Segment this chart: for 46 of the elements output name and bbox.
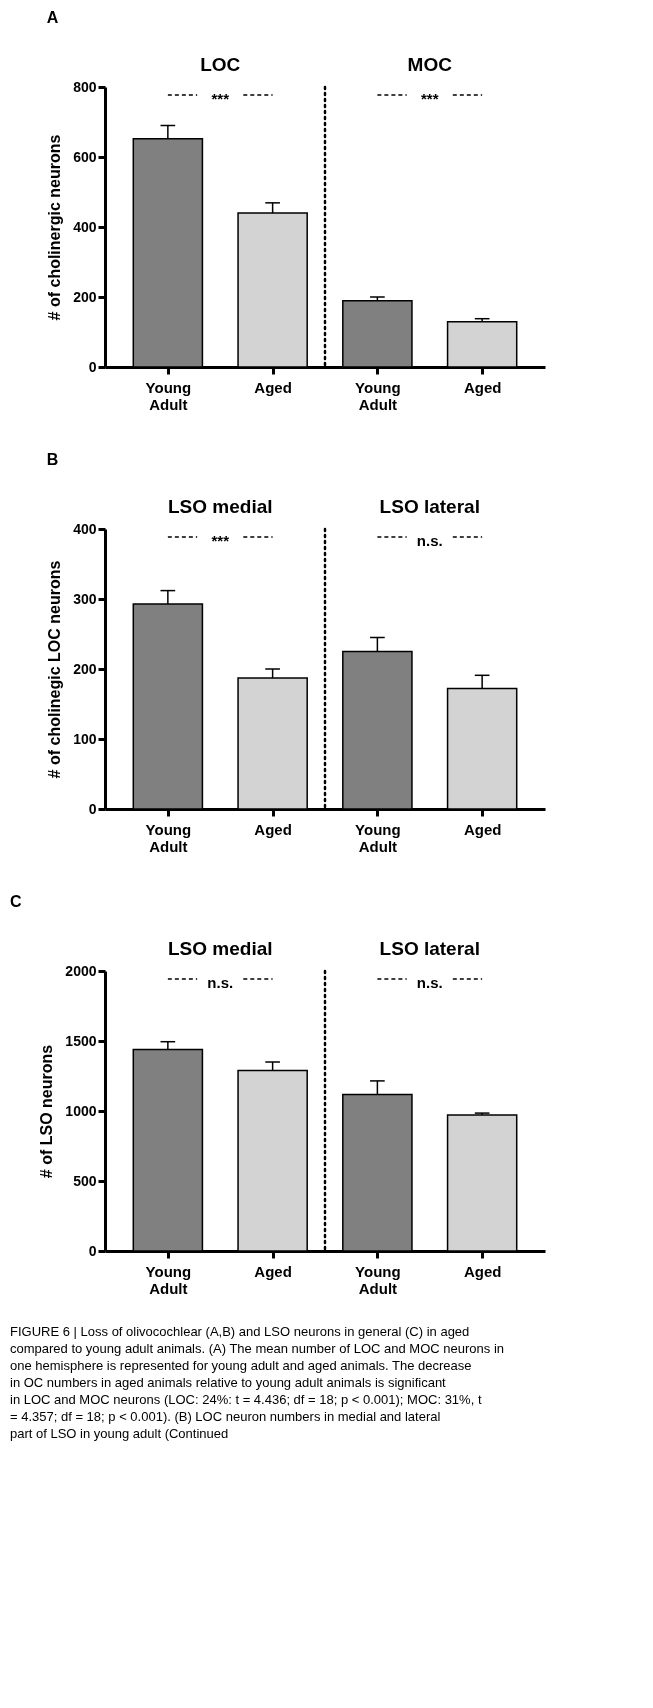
- x-tick-label: Young Adult: [355, 820, 401, 855]
- y-tick-label: 600: [73, 148, 97, 165]
- text: LSO medial: [167, 496, 273, 517]
- x-tick-label: Young Adult: [145, 820, 192, 855]
- text: LSO lateral: [379, 496, 480, 517]
- y-tick-label: 300: [73, 590, 97, 607]
- y-tick-label: 1500: [65, 1032, 97, 1049]
- annotation: ***: [211, 532, 230, 549]
- annotation: ***: [211, 90, 230, 107]
- annotation: n.s.: [416, 532, 443, 549]
- x-tick-label: Young Adult: [145, 1262, 192, 1297]
- x-tick-label: Aged: [463, 820, 502, 838]
- y-tick-label: 200: [73, 288, 97, 305]
- annotation: n.s.: [416, 974, 443, 991]
- y-tick-label: 0: [88, 1242, 97, 1259]
- y-tick-label: 100: [73, 730, 97, 747]
- x-tick-label: Young Adult: [355, 378, 401, 413]
- x-tick-label: Aged: [254, 1262, 292, 1280]
- x-tick-label: Young Adult: [145, 378, 192, 413]
- text: MOC: [407, 54, 453, 75]
- text: LOC: [200, 54, 241, 75]
- y-tick-label: 200: [73, 660, 97, 677]
- y-tick-label: 400: [73, 520, 97, 537]
- x-tick-label: Aged: [463, 1262, 502, 1280]
- annotation: n.s.: [207, 974, 234, 991]
- y-tick-label: 2000: [65, 962, 97, 979]
- y-tick-label: 800: [73, 78, 97, 95]
- text: LSO lateral: [379, 938, 480, 959]
- y-axis-title: # of cholinegic LOC neurons: [46, 560, 64, 779]
- y-axis-title: # of LSO neurons: [38, 1044, 56, 1179]
- x-tick-label: Aged: [254, 378, 292, 396]
- y-axis-title: # of cholinergic neurons: [46, 134, 64, 321]
- y-tick-label: 500: [73, 1172, 97, 1189]
- y-tick-label: 0: [88, 358, 97, 375]
- chart-title: B: [46, 451, 59, 468]
- text: LSO medial: [167, 938, 273, 959]
- annotation: ***: [421, 90, 439, 107]
- chart-title: C: [10, 893, 22, 910]
- y-tick-label: 1000: [65, 1102, 97, 1119]
- y-tick-label: 400: [73, 218, 97, 235]
- x-tick-label: Aged: [463, 378, 502, 396]
- caption: FIGURE 6 | Loss of olivocochlear (A,B) and LSO neurons in general (C) in aged compared to young adult animals. (A) The mean number of LOC and MOC neurons in one hemisphere is represented for young adult and aged animals. The decrease in OC numbers in aged animals relative to young adult animals is significant in LOC and MOC neurons (LOC: 24%: t = 4.436; df = 18; p < 0.001); MOC: 31%, t = 4.357; df = 18; p < 0.001). (B) LOC neuron numbers in medial and lateral part of LSO in young adult (Continued: [10, 1324, 505, 1441]
- chart-title: A: [46, 9, 59, 26]
- x-tick-label: Aged: [254, 820, 292, 838]
- y-tick-label: 0: [88, 800, 97, 817]
- x-tick-label: Young Adult: [355, 1262, 401, 1297]
